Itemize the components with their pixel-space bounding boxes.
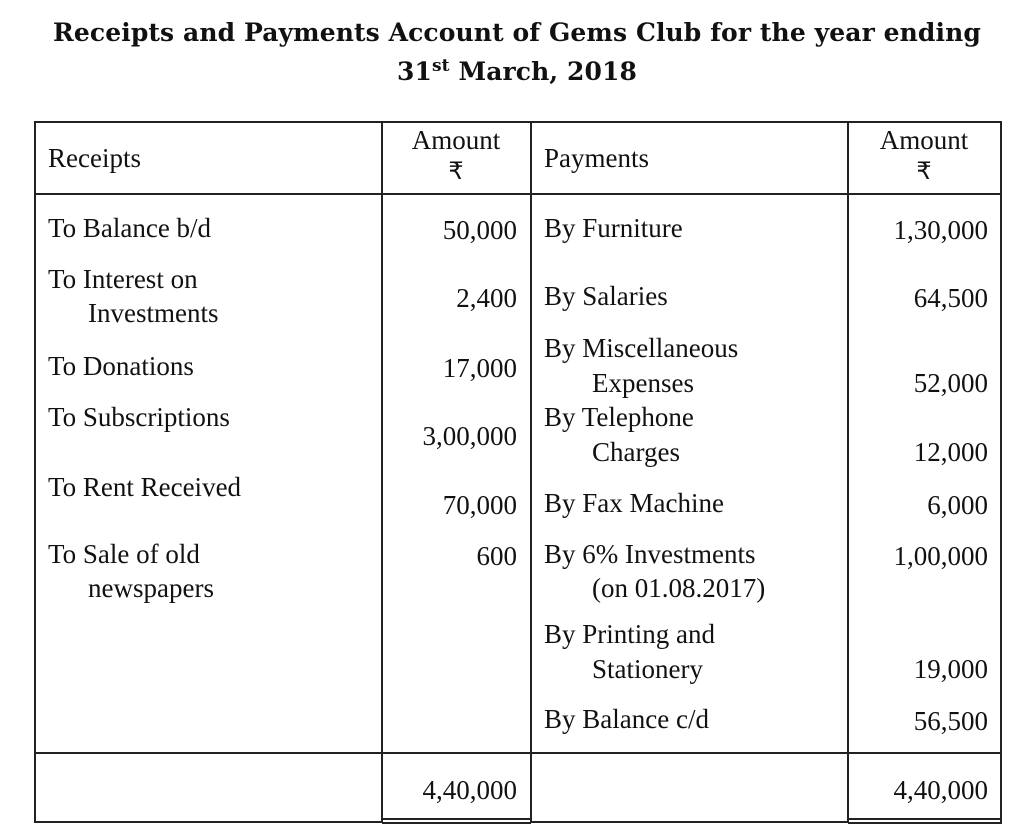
payment-item-label: By Telephone (544, 402, 694, 432)
payment-item-label: By Salaries (544, 281, 668, 311)
receipts-total-double-rule-2 (382, 822, 531, 824)
payments-left-border (530, 121, 532, 823)
payment-item-amount: 1,30,000 (893, 215, 989, 245)
title-day-suffix: st (432, 56, 450, 76)
receipt-item-label: To Balance b/d (48, 213, 212, 243)
payment-item-label-cont: (on 01.08.2017) (592, 573, 766, 603)
receipt-item-label-cont: Investments (88, 298, 219, 328)
payments-total-double-rule (848, 818, 1002, 820)
document-title: Receipts and Payments Account of Gems Cl… (53, 18, 981, 47)
payment-item-label: By Miscellaneous (544, 333, 739, 363)
payment-item-amount: 6,000 (927, 490, 988, 520)
receipt-item-label-cont: newspapers (88, 573, 214, 603)
payments-amount-left-border (847, 121, 849, 823)
totals-top-border (34, 752, 1002, 754)
payment-item-amount: 52,000 (913, 368, 988, 398)
payment-item-amount: 19,000 (913, 654, 988, 684)
payment-item-label: By Balance c/d (544, 704, 709, 734)
payment-item-label: By Furniture (544, 213, 683, 243)
payment-item-label-cont: Stationery (592, 654, 703, 684)
left-border (34, 121, 36, 823)
receipts-header: Receipts (48, 143, 141, 173)
receipt-item-amount: 50,000 (442, 215, 517, 245)
receipt-item-amount: 3,00,000 (422, 421, 518, 451)
receipt-item-amount: 600 (476, 541, 518, 571)
title-day: 31 (397, 57, 433, 86)
payments-total-double-rule-2 (848, 822, 1002, 824)
payment-item-label: By 6% Investments (544, 539, 756, 569)
receipts-payments-table: Receipts Amount ₹ Payments Amount ₹ To B… (34, 121, 1002, 824)
payment-item-label: By Fax Machine (544, 488, 724, 518)
receipt-item-label: To Rent Received (48, 472, 242, 502)
receipt-item-label: To Donations (48, 351, 194, 381)
payment-item-amount: 64,500 (913, 283, 988, 313)
table-top-border (34, 121, 1002, 123)
payments-total: 4,40,000 (893, 775, 989, 805)
payment-item-label-cont: Expenses (592, 368, 694, 398)
payment-item-amount: 56,500 (913, 706, 988, 736)
receipts-total: 4,40,000 (422, 775, 518, 805)
payments-currency-symbol: ₹ (916, 159, 932, 185)
table-bottom-mid (531, 821, 848, 823)
receipt-item-amount: 2,400 (456, 283, 517, 313)
table-bottom-left (34, 821, 382, 823)
right-border (1000, 121, 1002, 823)
payment-item-label-cont: Charges (592, 437, 680, 467)
receipts-currency-symbol: ₹ (448, 159, 464, 185)
receipt-item-label: To Subscriptions (48, 402, 230, 432)
payments-amount-header: Amount (879, 125, 969, 155)
document-subtitle: 31st March, 2018 (0, 56, 1034, 86)
receipt-item-label: To Sale of old (48, 539, 200, 569)
receipt-item-label: To Interest on (48, 264, 198, 294)
payment-item-label: By Printing and (544, 619, 716, 649)
receipts-amount-left-border (381, 121, 383, 823)
receipts-amount-header: Amount (411, 125, 501, 155)
title-month-year: March, 2018 (458, 57, 637, 86)
payment-item-amount: 1,00,000 (893, 541, 989, 571)
receipt-item-amount: 70,000 (442, 490, 517, 520)
receipts-total-double-rule (382, 818, 531, 820)
payment-item-amount: 12,000 (913, 437, 988, 467)
payments-header: Payments (544, 143, 649, 173)
header-bottom-border (34, 193, 1002, 195)
receipt-item-amount: 17,000 (442, 353, 517, 383)
